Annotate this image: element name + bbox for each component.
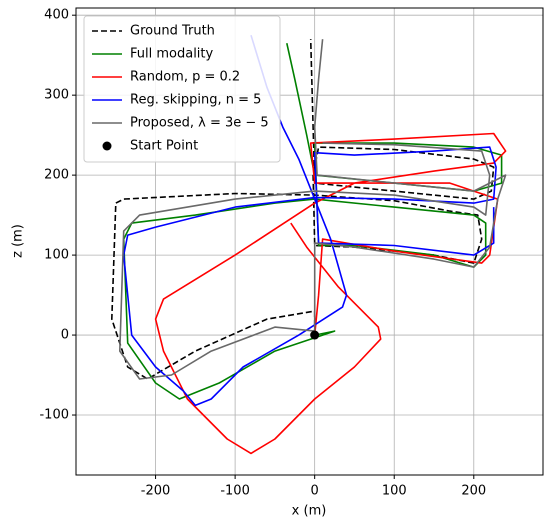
legend-box (83, 15, 281, 163)
x-tick-label: 200 (461, 484, 486, 499)
y-axis-label: z (m) (11, 224, 26, 258)
legend-label: Random, p = 0.2 (130, 70, 240, 85)
y-tick-label: 200 (44, 168, 69, 183)
y-tick-label: -100 (39, 408, 69, 423)
start-point (310, 330, 320, 340)
trajectory (154, 132, 507, 455)
trajectory (122, 34, 497, 407)
trajectory (119, 39, 507, 380)
legend-marker (102, 141, 112, 151)
x-tick-label: 100 (382, 484, 407, 499)
x-tick-label: -200 (141, 484, 171, 499)
x-tick-label: 0 (311, 484, 319, 499)
x-axis-label: x (m) (292, 504, 327, 519)
y-tick-label: 0 (61, 328, 69, 343)
legend-label: Proposed, λ = 3e − 5 (130, 116, 269, 131)
y-tick-label: 400 (44, 8, 69, 23)
x-tick-label: -100 (220, 484, 250, 499)
y-tick-label: 100 (44, 248, 69, 263)
legend-label: Ground Truth (130, 24, 215, 39)
y-tick-label: 300 (44, 88, 69, 103)
legend-label: Reg. skipping, n = 5 (130, 93, 261, 108)
plot-frame (75, 7, 544, 476)
legend-label: Start Point (130, 139, 198, 154)
legend-label: Full modality (130, 47, 214, 62)
